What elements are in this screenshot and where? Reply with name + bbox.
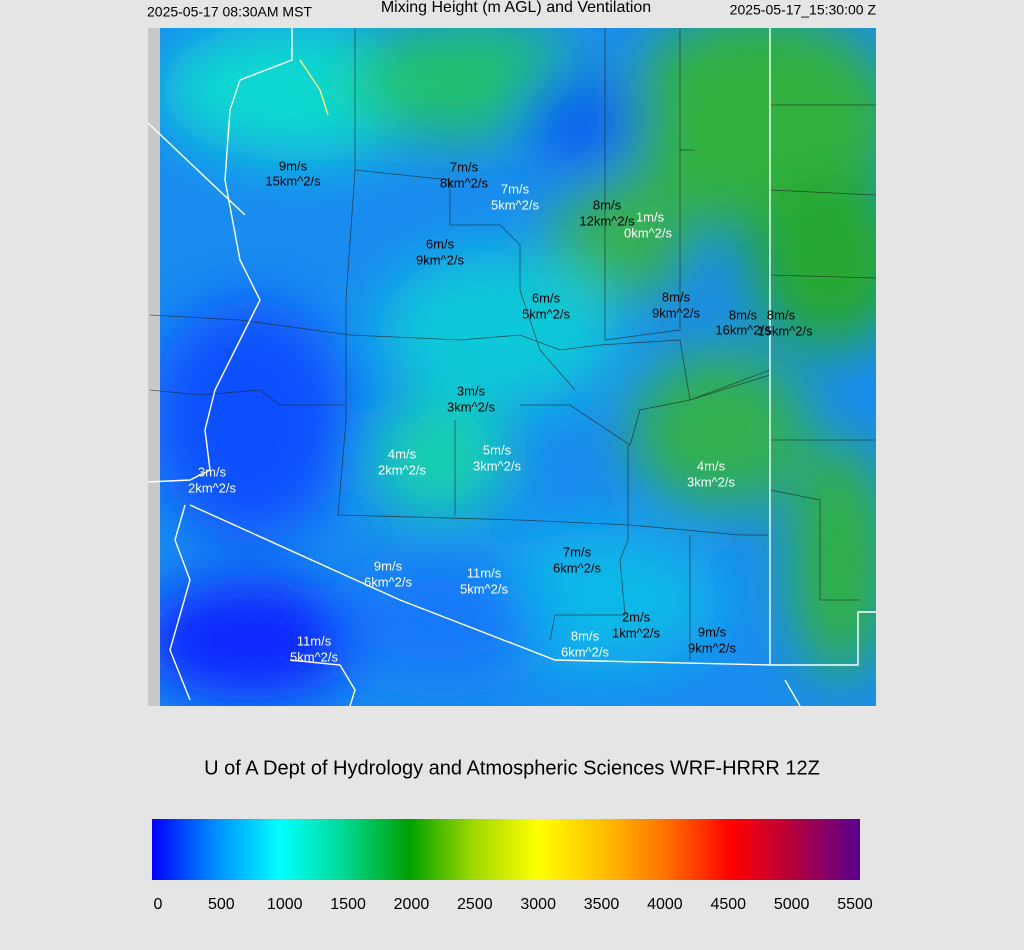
colorbar-tick-label: 4500 [710,896,746,913]
ventilation-label: 2km^2/s [378,462,427,477]
wind-speed-label: 9m/s [374,558,403,573]
wind-speed-label: 8m/s [767,307,796,322]
map [148,28,876,706]
ventilation-label: 15km^2/s [757,323,813,338]
ventilation-label: 9km^2/s [416,252,465,267]
no-data [148,28,160,706]
map-title: Mixing Height (m AGL) and Ventilation [381,0,651,16]
ventilation-label: 5km^2/s [460,581,509,596]
ventilation-label: 16km^2/s [715,322,771,337]
ventilation-label: 12km^2/s [579,213,635,228]
colorbar-tick-label: 2000 [394,896,430,913]
ventilation-label: 3km^2/s [473,458,522,473]
wind-speed-label: 11m/s [297,633,332,648]
valid-time-utc: 2025-05-17_15:30:00 Z [730,2,877,18]
ventilation-label: 3km^2/s [687,474,736,489]
wind-speed-label: 8m/s [593,197,622,212]
colorbar-tick-label: 5500 [837,896,873,913]
ventilation-label: 0km^2/s [624,225,673,240]
ventilation-label: 5km^2/s [522,306,571,321]
ventilation-label: 6km^2/s [553,560,602,575]
ventilation-label: 15km^2/s [265,173,321,188]
ventilation-label: 1km^2/s [612,625,661,640]
wind-speed-label: 2m/s [622,609,651,624]
colorbar-tick-label: 4000 [647,896,683,913]
wind-speed-label: 11m/s [467,565,502,580]
wind-speed-label: 8m/s [571,628,600,643]
wind-speed-label: 9m/s [279,158,308,173]
ventilation-label: 9km^2/s [652,305,701,320]
ventilation-label: 5km^2/s [491,197,540,212]
wind-speed-label: 4m/s [697,458,726,473]
wind-speed-label: 3m/s [198,464,227,479]
wind-speed-label: 9m/s [698,624,727,639]
valid-time-local: 2025-05-17 08:30AM MST [147,4,312,20]
colorbar-tick-label: 2500 [457,896,493,913]
wind-speed-label: 7m/s [501,181,530,196]
field-shading [148,28,876,700]
state-borders [148,28,876,706]
wind-speed-label: 6m/s [532,290,561,305]
ventilation-label: 3km^2/s [447,399,496,414]
colorbar-tick-label: 500 [208,896,235,913]
colorbar-tick-label: 1000 [267,896,303,913]
ventilation-label: 9km^2/s [688,640,737,655]
colorbar-tick-label: 1500 [330,896,366,913]
ventilation-label: 8km^2/s [440,175,489,190]
ventilation-label: 6km^2/s [561,644,610,659]
wind-speed-label: 8m/s [729,307,758,322]
colorbar [152,819,860,880]
wind-speed-label: 8m/s [662,289,691,304]
colorbar-tick-label: 3000 [520,896,556,913]
wind-speed-label: 4m/s [388,446,417,461]
wind-speed-label: 7m/s [563,544,592,559]
footer-credit: U of A Dept of Hydrology and Atmospheric… [204,757,820,779]
ventilation-label: 2km^2/s [188,480,237,495]
wind-speed-label: 1m/s [636,209,665,224]
wind-speed-label: 3m/s [457,383,486,398]
ventilation-label: 5km^2/s [290,649,339,664]
ventilation-label: 6km^2/s [364,574,413,589]
colorbar-ticks: 0 500 1000 1500 2000 2500 3000 3500 4000 4500 5000… [154,880,873,913]
wind-speed-label: 6m/s [426,236,455,251]
wind-speed-label: 7m/s [450,159,479,174]
colorbar-tick-label: 3500 [584,896,620,913]
wind-speed-label: 5m/s [483,442,512,457]
colorbar-tick-label: 0 [154,896,163,913]
colorbar-tick-label: 5000 [774,896,810,913]
county-lines [149,28,876,660]
